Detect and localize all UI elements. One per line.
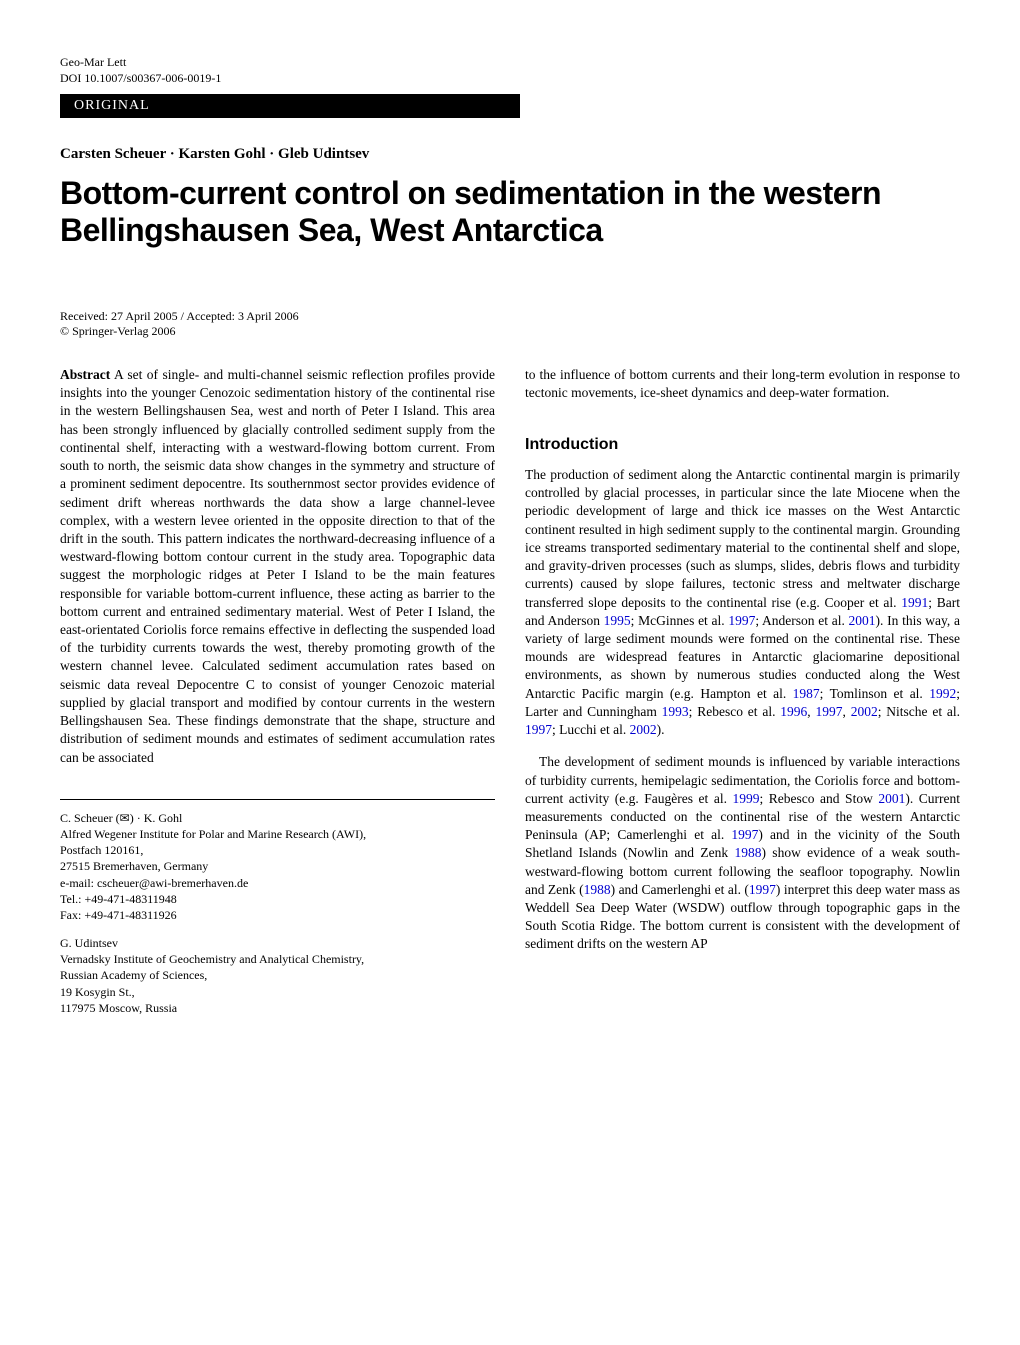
affil1-city: 27515 Bremerhaven, Germany [60,858,495,874]
intro-p2-text-2: ; Rebesco and Stow [759,791,878,806]
article-title: Bottom-current control on sedimentation … [60,175,960,249]
affil2-inst: Vernadsky Institute of Geochemistry and … [60,951,495,967]
intro-p1-text-13: ). [657,722,665,737]
intro-paragraph-1: The production of sediment along the Ant… [525,466,960,739]
affil1-names: C. Scheuer (✉) · K. Gohl [60,810,495,826]
copyright: © Springer-Verlag 2006 [60,324,960,340]
affiliation-2: G. Udintsev Vernadsky Institute of Geoch… [60,935,495,1016]
doi: DOI 10.1007/s00367-006-0019-1 [60,71,960,87]
intro-p1-text-9: , [807,704,815,719]
journal-name: Geo-Mar Lett [60,55,960,71]
intro-p1-text-6: ; Tomlinson et al. [820,686,930,701]
section-banner: ORIGINAL [60,94,520,118]
affil1-fax: Fax: +49-471-48311926 [60,907,495,923]
ref-mcginnes-1997[interactable]: 1997 [728,613,755,628]
ref-anderson-2001[interactable]: 2001 [849,613,876,628]
ref-faugeres-1999[interactable]: 1999 [732,791,759,806]
intro-p1-text-3: ; McGinnes et al. [631,613,729,628]
intro-p1-text-10: , [843,704,851,719]
ref-camerlenghi-1997b[interactable]: 1997 [749,882,776,897]
ref-larter-1993[interactable]: 1993 [662,704,689,719]
received-accepted: Received: 27 April 2005 / Accepted: 3 Ap… [60,309,960,325]
intro-p1-text-4: ; Anderson et al. [755,613,848,628]
affil1-email: e-mail: cscheuer@awi-bremerhaven.de [60,875,495,891]
ref-rebesco-2002[interactable]: 2002 [851,704,878,719]
two-column-layout: Abstract A set of single- and multi-chan… [60,366,960,1028]
intro-paragraph-2: The development of sediment mounds is in… [525,753,960,953]
affiliation-1: C. Scheuer (✉) · K. Gohl Alfred Wegener … [60,810,495,923]
introduction-heading: Introduction [525,434,960,456]
intro-p2-text-6: ) and Camerlenghi et al. ( [611,882,749,897]
affil1-tel: Tel.: +49-471-48311948 [60,891,495,907]
article-dates: Received: 27 April 2005 / Accepted: 3 Ap… [60,309,960,340]
ref-nowlin-1988[interactable]: 1988 [734,845,761,860]
intro-p1-text-8: ; Rebesco et al. [689,704,781,719]
intro-p1-text-1: The production of sediment along the Ant… [525,467,960,610]
ref-bart-1995[interactable]: 1995 [604,613,631,628]
ref-hampton-1987[interactable]: 1987 [793,686,820,701]
journal-header: Geo-Mar Lett DOI 10.1007/s00367-006-0019… [60,55,960,86]
abstract-continuation: to the influence of bottom currents and … [525,366,960,402]
right-column: to the influence of bottom currents and … [525,366,960,1028]
affil2-names: G. Udintsev [60,935,495,951]
ref-nowlin-1988b[interactable]: 1988 [584,882,611,897]
affil2-city: 117975 Moscow, Russia [60,1000,495,1016]
ref-cooper-1991[interactable]: 1991 [901,595,928,610]
affil1-pobox: Postfach 120161, [60,842,495,858]
affil2-org: Russian Academy of Sciences, [60,967,495,983]
ref-tomlinson-1992[interactable]: 1992 [929,686,956,701]
ref-rebesco-stow-2001[interactable]: 2001 [878,791,905,806]
intro-p1-text-12: ; Lucchi et al. [552,722,630,737]
spacer [525,416,960,434]
affiliations: C. Scheuer (✉) · K. Gohl Alfred Wegener … [60,799,495,1016]
affil1-inst: Alfred Wegener Institute for Polar and M… [60,826,495,842]
left-column: Abstract A set of single- and multi-chan… [60,366,495,1028]
ref-rebesco-1996[interactable]: 1996 [780,704,807,719]
ref-nitsche-1997[interactable]: 1997 [525,722,552,737]
intro-p1-text-11: ; Nitsche et al. [878,704,960,719]
abstract-label: Abstract [60,367,110,382]
affil2-street: 19 Kosygin St., [60,984,495,1000]
ref-rebesco-1997[interactable]: 1997 [816,704,843,719]
ref-camerlenghi-1997[interactable]: 1997 [731,827,758,842]
ref-lucchi-2002[interactable]: 2002 [630,722,657,737]
abstract-text: A set of single- and multi-channel seism… [60,367,495,765]
abstract-paragraph: Abstract A set of single- and multi-chan… [60,366,495,767]
authors-line: Carsten Scheuer · Karsten Gohl · Gleb Ud… [60,146,960,163]
